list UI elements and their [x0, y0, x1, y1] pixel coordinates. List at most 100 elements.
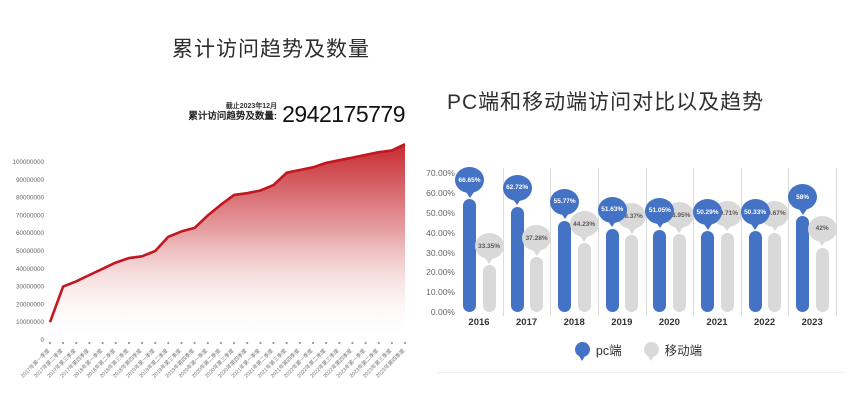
x-tick	[114, 341, 117, 345]
y-axis-label: 30.00%	[426, 247, 455, 258]
area-fill	[50, 144, 405, 340]
x-tick	[325, 341, 328, 345]
mobile-bar	[482, 265, 496, 312]
left-chart-title: 累计访问趋势及数量	[172, 38, 370, 61]
legend: pc端 移动端	[425, 340, 852, 359]
group-separator	[550, 168, 552, 316]
area-line	[48, 143, 406, 323]
mobile-bar	[530, 257, 544, 312]
x-tick	[377, 341, 380, 345]
x-tick	[88, 341, 91, 345]
annotation: 截止2023年12月 累计访问趋势及数量: 2942175779	[188, 102, 405, 126]
x-tick	[351, 341, 354, 345]
x-axis-label: 2017	[516, 317, 538, 328]
x-tick	[285, 341, 288, 345]
legend-item-mobile[interactable]: 移动端	[643, 340, 703, 359]
mobile-value-balloon: 42%	[807, 215, 837, 242]
pc-bar	[748, 231, 762, 312]
y-axis-label: 20.00%	[426, 267, 455, 278]
group-separator	[693, 168, 695, 316]
x-tick	[219, 341, 222, 345]
y-axis-label: 70.00%	[426, 168, 455, 179]
y-axis-label: 30000000	[16, 284, 45, 291]
legend-item-pc[interactable]: pc端	[574, 340, 622, 359]
mobile-bar	[577, 243, 591, 312]
x-tick	[62, 341, 65, 345]
x-axis-label: 2019	[611, 317, 633, 328]
mobile-balloon-icon	[643, 342, 659, 357]
y-axis-label: 10.00%	[426, 287, 455, 298]
pc-bar	[653, 229, 667, 312]
x-tick	[338, 341, 341, 345]
y-axis-label: 60000000	[16, 230, 45, 237]
y-axis-label: 60.00%	[426, 188, 455, 199]
y-axis-label: 40.00%	[426, 227, 455, 238]
x-tick	[140, 341, 144, 345]
group-separator	[836, 168, 837, 316]
group-separator	[598, 168, 599, 316]
pc-value-balloon: 55.77%	[550, 188, 580, 215]
mobile-bar	[625, 235, 639, 312]
annotation-labels: 截止2023年12月 累计访问趋势及数量:	[188, 102, 277, 123]
cumulative-area-chart: 100000000 90000000 80000000 70000000 6000000…	[0, 130, 425, 411]
mobile-value-balloon: 33.35%	[474, 233, 504, 259]
x-tick	[272, 341, 275, 345]
y-axis-label: 70000000	[16, 212, 45, 219]
x-axis-label: 2021	[706, 317, 728, 328]
pc-value-balloon: 50.33%	[740, 199, 770, 226]
y-axis-label: 10000000	[16, 319, 45, 326]
mobile-value-balloon: 44.23%	[569, 211, 599, 238]
pc-value-balloon: 58%	[788, 184, 818, 211]
lollipop-chart: 70.00% 60.00% 50.00% 40.00% 30.00% 20.00% 10.0…	[425, 0, 852, 411]
pc-bar	[558, 220, 572, 312]
right-chart-panel: PC端和移动端访问对比以及趋势 70.00% 60.00% 50.00% 40.00%…	[425, 0, 852, 411]
y-axis-label: 0	[40, 337, 44, 344]
mobile-legend-label: 移动端	[664, 344, 703, 358]
y-axis-label: 20000000	[16, 301, 45, 308]
x-tick	[167, 341, 170, 345]
pc-balloon-icon	[574, 342, 590, 357]
right-chart-title: PC端和移动端访问对比以及趋势	[447, 91, 765, 114]
mobile-value-balloon: 37.28%	[522, 225, 552, 252]
y-axis-label: 80000000	[16, 195, 45, 202]
mobile-bar	[672, 234, 686, 312]
x-tick	[311, 341, 315, 345]
annotation-label: 累计访问趋势及数量:	[188, 111, 278, 122]
y-axis-label: 40000000	[16, 266, 45, 273]
x-axis-label: 2022	[754, 317, 776, 328]
area-chart-svg: 1000000009000000080000000700000006000000…	[12, 143, 407, 379]
y-axis-label: 100000000	[12, 159, 44, 166]
group-separator	[788, 168, 790, 316]
y-axis-label: 50000000	[16, 248, 45, 255]
x-tick	[298, 341, 301, 345]
x-tick	[364, 341, 367, 345]
x-tick	[48, 341, 52, 345]
pc-bar	[605, 228, 619, 312]
annotation-date: 截止2023年12月	[225, 103, 278, 110]
x-tick	[233, 341, 236, 345]
y-axis-label: 90000000	[16, 177, 45, 184]
x-tick	[193, 341, 196, 345]
pc-legend-label: pc端	[595, 344, 622, 358]
group-separator	[645, 168, 647, 316]
pc-value-balloon: 66.65%	[455, 167, 484, 193]
x-tick	[127, 341, 130, 345]
annotation-value: 2942175779	[282, 101, 405, 127]
x-tick	[75, 341, 78, 345]
pc-bar	[796, 216, 810, 312]
x-tick	[180, 341, 183, 345]
pc-value-balloon: 51.63%	[597, 196, 627, 223]
x-axis-label: 2023	[801, 317, 823, 328]
pc-bar	[463, 199, 476, 312]
y-axis-label: 0.00%	[430, 307, 455, 317]
x-tick	[154, 341, 157, 345]
left-chart-panel: 累计访问趋势及数量 截止2023年12月 累计访问趋势及数量: 29421757…	[0, 0, 425, 411]
mobile-bar	[720, 232, 734, 312]
x-axis-label: 2018	[563, 317, 585, 328]
x-axis-label: 2016	[468, 317, 490, 328]
x-tick	[259, 341, 262, 345]
pc-value-balloon: 62.72%	[502, 174, 532, 201]
pc-value-balloon: 51.05%	[645, 197, 675, 224]
pc-bar	[510, 206, 524, 312]
